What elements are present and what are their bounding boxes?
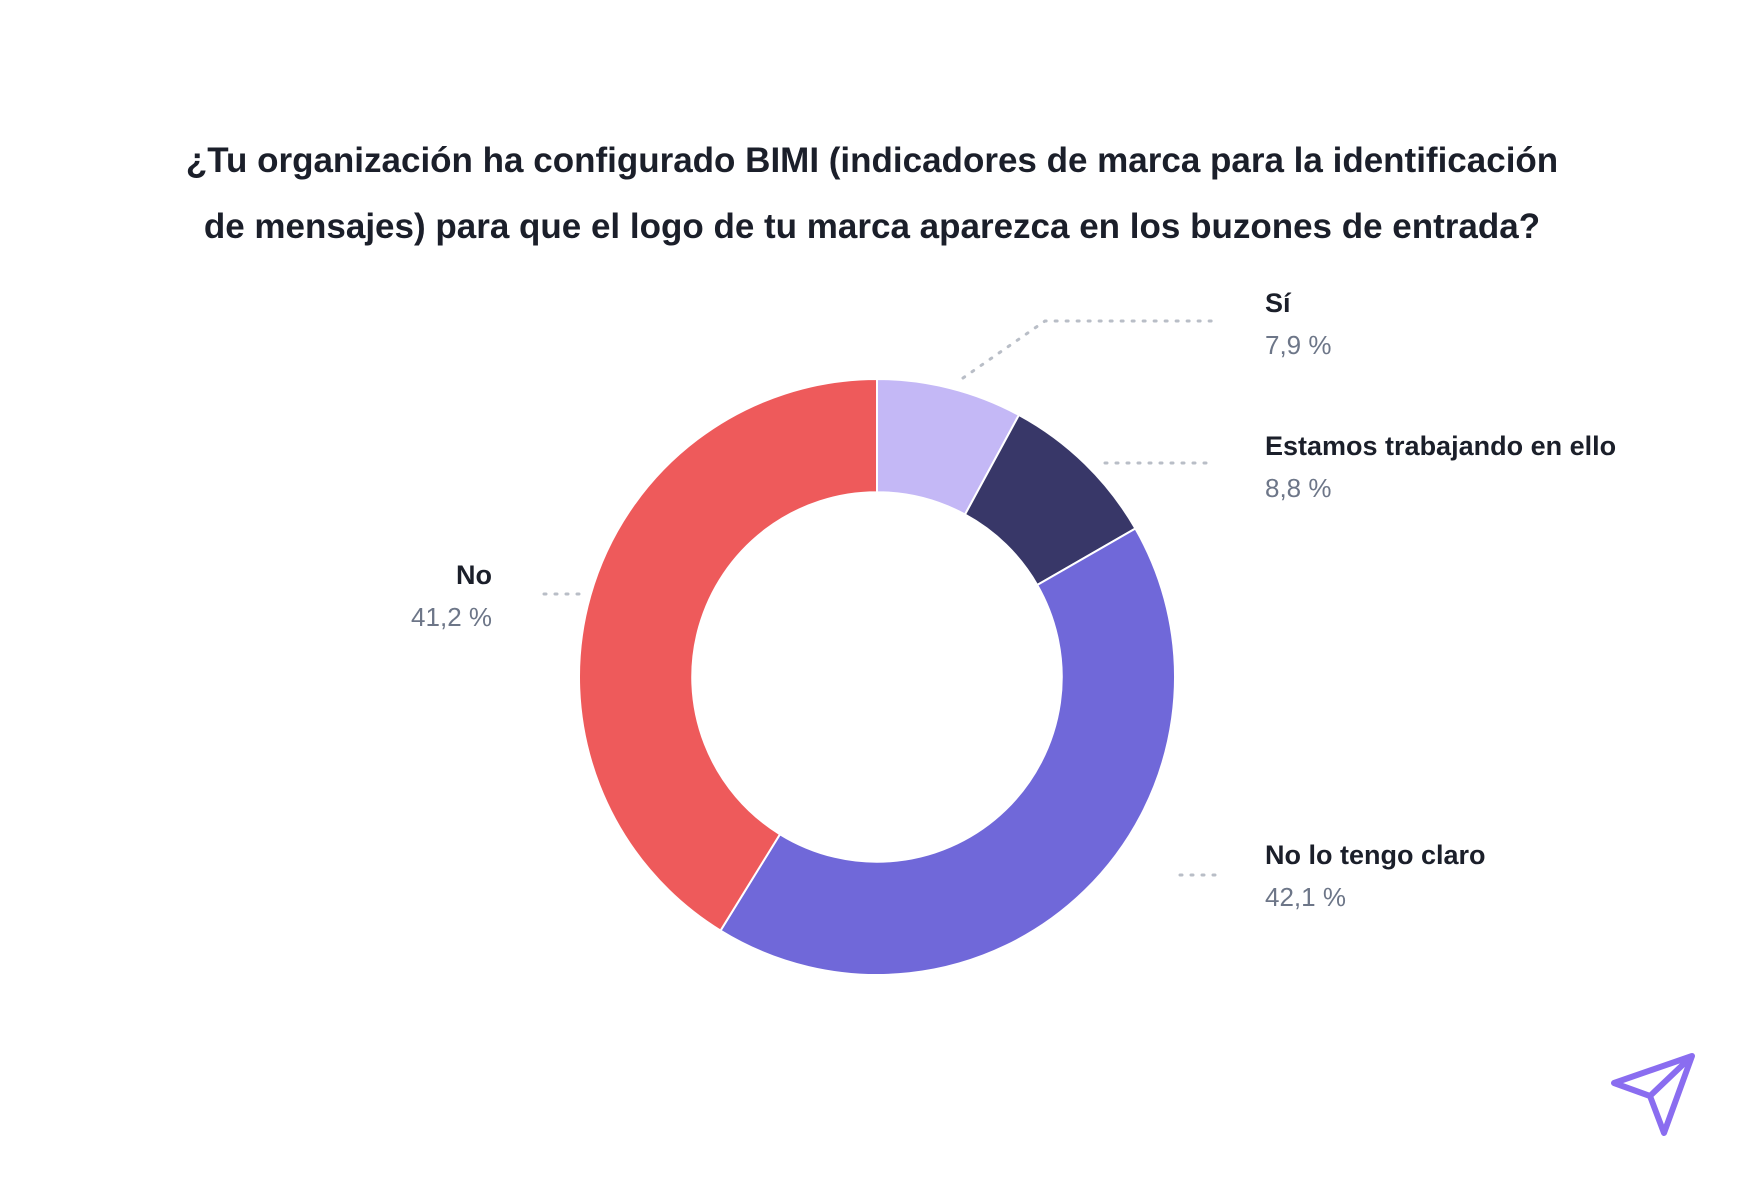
- slice-label-si: Sí: [1265, 288, 1292, 318]
- slice-value-estamos: 8,8 %: [1265, 473, 1332, 503]
- slice-value-no: 41,2 %: [411, 602, 492, 632]
- chart-title-line-2: de mensajes) para que el logo de tu marc…: [203, 207, 1541, 246]
- slice-value-si: 7,9 %: [1265, 330, 1332, 360]
- slice-label-no: No: [456, 560, 492, 590]
- slice-label-estamos: Estamos trabajando en ello: [1265, 431, 1616, 461]
- chart-title: ¿Tu organización ha configurado BIMI (in…: [0, 128, 1744, 260]
- paper-plane-logo: [1611, 1053, 1695, 1136]
- donut-slices: [578, 377, 1176, 976]
- chart-title-line-1: ¿Tu organización ha configurado BIMI (in…: [185, 141, 1559, 180]
- slice-value-no-lo-tengo-claro: 42,1 %: [1265, 882, 1346, 912]
- slice-no: [578, 377, 878, 932]
- leader-line-si: [961, 319, 1217, 380]
- slice-label-no-lo-tengo-claro: No lo tengo claro: [1265, 840, 1486, 870]
- slice-no-lo-tengo-claro: [719, 527, 1176, 976]
